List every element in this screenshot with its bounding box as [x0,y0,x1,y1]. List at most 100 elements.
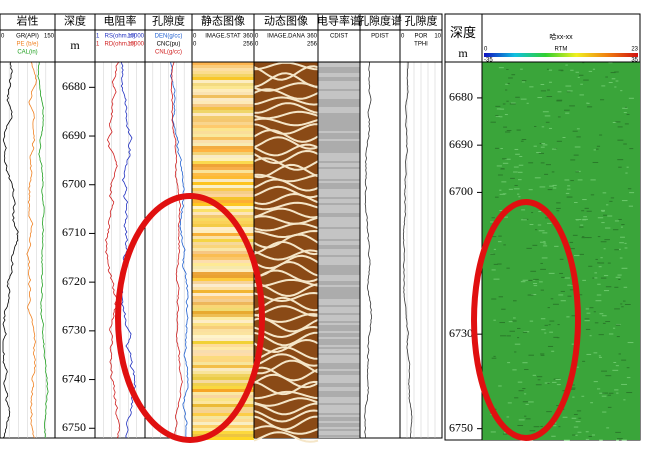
rtm-speck [594,277,598,279]
scale-name: IMAGE.STAT [205,34,241,40]
rtm-speck [607,262,611,264]
rtm-speck [508,77,513,79]
rtm-speck [514,184,518,186]
rtm-speck [602,192,607,194]
rtm-speck [556,99,563,101]
rtm-speck [506,267,510,269]
rtm-speck [543,243,547,245]
rtm-speck [591,434,595,436]
rtm-speck [518,390,524,392]
track-title: 岩性 [17,14,39,28]
rtm-image [482,62,640,440]
static-image-band [192,131,254,134]
rtm-speck [517,425,524,427]
rtm-speck [579,226,584,228]
rtm-speck [601,210,605,212]
rtm-speck [579,94,584,96]
static-image-band [192,71,254,74]
rtm-speck [540,146,545,148]
rtm-speck [599,134,603,136]
static-image-band [192,77,254,80]
rtm-speck [502,216,508,218]
scale-max: 360 [243,34,254,40]
rtm-speck [601,315,607,317]
rtm-speck [579,253,584,255]
rtm-speck [498,385,502,387]
rtm-speck [537,379,541,381]
dynamic-image-stripe [253,397,319,407]
rtm-speck [493,248,497,250]
rtm-speck [621,306,624,308]
scale-max: 10000 [127,34,144,40]
rtm-speck [517,193,520,195]
rtm-speck [493,278,500,280]
rtm-speck [575,434,578,436]
rtm-speck [506,416,510,418]
dynamic-image-stripe [253,409,319,423]
dynamic-image-stripe [253,215,319,225]
static-image-band [192,335,254,338]
rtm-speck [495,105,501,107]
rtm-speck [595,258,598,260]
rtm-speck [529,320,534,322]
rtm-speck [615,323,621,325]
rtm-speck [534,177,541,179]
rtm-speck [527,294,534,296]
rtm-speck [496,165,502,167]
rtm-speck [597,262,600,264]
rtm-speck [588,265,593,267]
rtm-speck [600,99,605,101]
scale-name: GR(API) [16,34,39,40]
rtm-speck [573,426,579,428]
rtm-speck [491,357,497,359]
static-image-band [192,164,254,167]
rtm-speck [532,244,538,246]
rtm-speck [498,67,504,69]
dynamic-image-stripe [253,249,319,261]
rtm-speck [491,217,495,219]
static-image-band [192,269,254,272]
rtm-speck [589,335,592,337]
rtm-speck [525,418,531,420]
static-image-band [192,281,254,284]
rtm-speck [592,68,596,70]
static-image-band [192,284,254,287]
scale-name: RD(ohm.m) [105,42,136,48]
static-image-band [192,98,254,101]
rtm-speck [526,247,532,249]
rtm-speck [520,68,523,70]
rtm-speck [529,224,534,226]
dynamic-image-stripe [253,325,319,339]
rtm-speck [549,331,553,333]
rtm-speck [523,331,530,333]
rtm-speck [576,410,582,412]
rtm-speck [579,294,583,296]
rtm-speck [571,343,575,345]
dynamic-image-stripe [253,380,319,396]
rtm-speck [550,298,554,300]
rtm-speck [577,76,580,78]
rtm-speck [626,113,630,115]
static-image-band [192,233,254,236]
rtm-speck [618,218,622,220]
static-image-band [192,266,254,269]
static-image-band [192,437,254,440]
rtm-speck [491,298,497,300]
static-image-band [192,416,254,419]
rtm-speck [617,159,624,161]
rtm-speck [520,98,527,100]
static-image-band [192,347,254,350]
dynamic-image-stripe [253,331,319,347]
static-image-band [192,89,254,92]
rtm-speck [524,369,529,371]
rtm-speck [615,80,619,82]
static-image-band [192,323,254,326]
rtm-speck [547,307,550,309]
rtm-speck [529,430,536,432]
track-title: 孔隙度谱 [358,14,402,28]
rtm-speck [614,249,620,251]
dynamic-image-stripe [253,291,319,303]
static-image-band [192,125,254,128]
static-image-band [192,368,254,371]
static-image-band [192,191,254,194]
